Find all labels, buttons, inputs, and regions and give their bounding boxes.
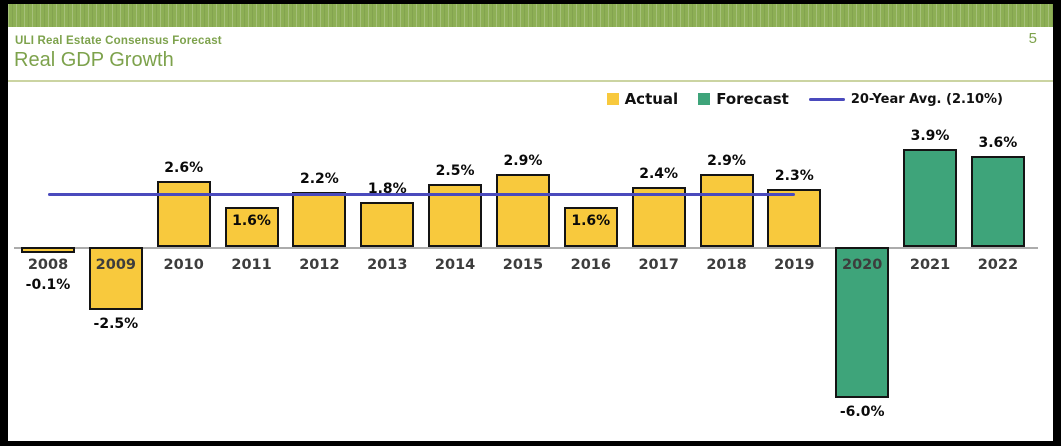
value-label-2012: 2.2%	[299, 170, 339, 187]
bar-2010	[156, 181, 211, 247]
value-label-2015: 2.9%	[503, 152, 543, 169]
value-label-2020: -6.0%	[839, 404, 885, 421]
actual-swatch-icon	[606, 93, 619, 105]
year-label-2017: 2017	[638, 257, 679, 273]
value-label-2021: 3.9%	[910, 127, 950, 144]
gdp-growth-bar-chart: 2008 -0.1% 2009 -2.5% 2010 2.6% 2011 1.6% 2012 2.…	[8, 4, 1053, 441]
value-label-2009: -2.5%	[93, 316, 139, 332]
bar-2017	[631, 186, 686, 247]
legend-label-actual: Actual	[624, 90, 679, 108]
value-label-2019: 2.3%	[774, 168, 814, 185]
header-divider	[8, 80, 1053, 82]
value-label-2022: 3.6%	[978, 135, 1018, 152]
year-label-2012: 2012	[299, 257, 340, 273]
page-title: Real GDP Growth	[14, 49, 174, 71]
bar-2013	[360, 201, 415, 247]
bar-2015	[495, 173, 550, 247]
slide: ULI Real Estate Consensus Forecast Real …	[8, 4, 1053, 441]
year-label-2008: 2008	[27, 257, 69, 273]
bar-2019	[767, 189, 822, 247]
year-label-2016: 2016	[570, 257, 611, 273]
avg-reference-line	[48, 193, 795, 197]
value-label-2011: 1.6%	[232, 212, 271, 229]
value-label-2017: 2.4%	[639, 165, 679, 182]
chart-legend: Actual Forecast 20-Year Avg. (2.10%)	[606, 88, 1003, 110]
year-label-2018: 2018	[706, 257, 747, 273]
year-label-2015: 2015	[502, 257, 544, 273]
bar-2020	[835, 247, 890, 399]
year-label-2014: 2014	[434, 257, 476, 273]
year-label-2020: 2020	[842, 257, 883, 273]
value-label-2013: 1.8%	[367, 180, 407, 197]
year-label-2021: 2021	[909, 257, 951, 273]
legend-item-avg-line: 20-Year Avg. (2.10%)	[808, 91, 1003, 107]
year-label-2022: 2022	[977, 257, 1019, 273]
value-label-2018: 2.9%	[707, 152, 746, 169]
forecast-swatch-icon	[698, 93, 711, 105]
bar-2021	[903, 148, 958, 247]
slide-header-stripe-bar	[8, 4, 1053, 27]
year-label-2011: 2011	[231, 257, 272, 273]
bar-2016	[563, 206, 618, 247]
bar-2018	[699, 173, 754, 247]
slide-kicker: ULI Real Estate Consensus Forecast	[15, 35, 222, 47]
value-label-2010: 2.6%	[164, 160, 204, 177]
bar-2022	[970, 156, 1025, 247]
value-label-2008: -0.1%	[25, 277, 71, 293]
x-axis-baseline	[14, 247, 1038, 249]
legend-label-avg-line: 20-Year Avg. (2.10%)	[850, 91, 1003, 107]
year-label-2019: 2019	[774, 257, 815, 273]
value-label-2016: 1.6%	[571, 212, 611, 229]
legend-item-actual: Actual	[606, 90, 679, 108]
year-label-2013: 2013	[367, 257, 408, 273]
bar-2011	[224, 206, 279, 247]
legend-item-forecast: Forecast	[698, 90, 789, 108]
avg-line-swatch-icon	[808, 97, 845, 101]
legend-label-forecast: Forecast	[716, 90, 789, 108]
page-number: 5	[1028, 30, 1037, 47]
value-label-2014: 2.5%	[435, 163, 475, 179]
bar-2008	[21, 247, 75, 253]
bar-2012	[292, 191, 347, 247]
bar-2009	[88, 247, 143, 310]
year-label-2009: 2009	[95, 257, 137, 273]
year-label-2010: 2010	[163, 257, 204, 273]
